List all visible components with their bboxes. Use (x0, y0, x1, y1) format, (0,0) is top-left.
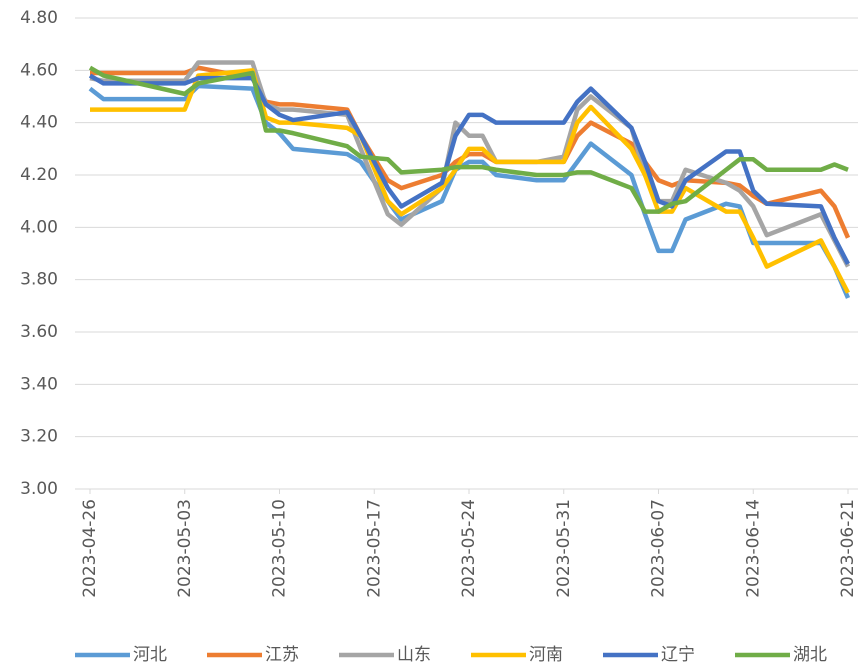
x-tick-label: 2023-05-17 (364, 499, 384, 598)
y-tick-label: 4.80 (20, 8, 58, 28)
y-tick-label: 4.40 (20, 113, 58, 133)
series-line (90, 68, 850, 294)
x-tick-label: 2023-05-03 (175, 499, 195, 598)
legend-label: 山东 (397, 645, 431, 665)
x-tick-label: 2023-06-07 (649, 499, 669, 598)
x-tick-label: 2023-05-10 (270, 499, 290, 598)
series-line (88, 65, 849, 214)
y-tick-label: 3.40 (20, 374, 58, 394)
y-tick-label: 4.60 (20, 60, 58, 80)
x-tick-label: 2023-04-26 (80, 499, 100, 598)
y-tick-label: 3.60 (20, 322, 58, 342)
series-line (88, 83, 851, 299)
legend-label: 辽宁 (661, 645, 695, 665)
x-tick-label: 2023-05-31 (554, 499, 574, 598)
x-tick-label: 2023-06-14 (743, 499, 763, 598)
series-line (88, 73, 850, 266)
x-tick-label: 2023-06-21 (838, 499, 858, 598)
legend-label: 河南 (529, 645, 563, 665)
y-tick-label: 3.20 (20, 427, 58, 447)
y-tick-label: 4.20 (20, 165, 58, 185)
legend-label: 江苏 (265, 645, 299, 665)
x-tick-label: 2023-05-24 (459, 499, 479, 598)
y-tick-label: 4.00 (20, 217, 58, 237)
legend-label: 河北 (133, 645, 167, 665)
legend-label: 湖北 (793, 645, 827, 665)
y-tick-label: 3.00 (20, 479, 58, 499)
y-tick-label: 3.80 (20, 270, 58, 290)
